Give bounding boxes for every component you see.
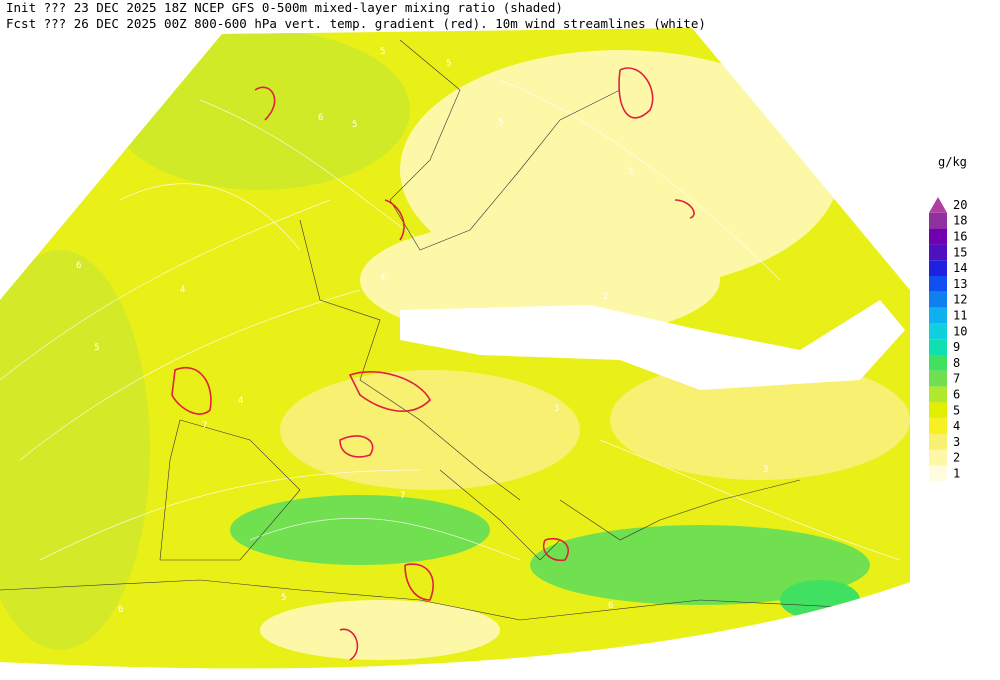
legend-swatch xyxy=(929,370,947,387)
legend-swatch xyxy=(929,276,947,292)
contour-label: 2 xyxy=(603,292,608,302)
legend-label: 1 xyxy=(953,467,960,481)
contour-label: 5 xyxy=(380,47,385,57)
contour-labels: 5 5 6 5 4 3 2 4 6 5 7 4 5 3 6 7 5 6 3 2 xyxy=(76,47,847,615)
contour-label: 4 xyxy=(180,285,185,295)
legend-label: 9 xyxy=(953,340,960,354)
contour-label: 5 xyxy=(446,59,451,69)
legend-swatch xyxy=(929,307,947,324)
field-patch xyxy=(280,370,580,490)
legend-swatch xyxy=(929,244,947,261)
legend-unit: g/kg xyxy=(938,155,967,169)
legend-swatch xyxy=(929,465,947,482)
coastlines xyxy=(0,39,901,621)
field-patch xyxy=(110,30,410,190)
moist-area xyxy=(530,525,870,605)
legend-label: 16 xyxy=(953,230,967,244)
contour-label: 6 xyxy=(608,601,613,611)
contour-label: 5 xyxy=(94,343,99,353)
moist-area xyxy=(780,580,860,620)
dry-area xyxy=(400,300,905,390)
streamlines xyxy=(0,79,901,561)
legend-swatch xyxy=(929,449,947,466)
legend-swatch xyxy=(929,291,947,308)
field-patch xyxy=(0,250,150,650)
legend-label: 5 xyxy=(953,403,960,417)
legend-label: 2 xyxy=(953,451,960,465)
temp-gradient-contours xyxy=(171,67,695,661)
legend-swatch xyxy=(929,212,947,229)
legend-swatch xyxy=(929,197,947,213)
legend-label: 12 xyxy=(953,293,967,307)
contour-label: 4 xyxy=(380,273,385,283)
legend-label: 15 xyxy=(953,245,967,259)
moist-area xyxy=(230,495,490,565)
header-line: Fcst ??? 26 DEC 2025 00Z 800-600 hPa ver… xyxy=(6,16,706,31)
contour-label: 3 xyxy=(554,404,559,414)
legend-label: 10 xyxy=(953,324,967,338)
contour-label: 3 xyxy=(628,167,633,177)
field-patch xyxy=(610,360,910,480)
legend-label: 11 xyxy=(953,309,967,323)
legend-swatch xyxy=(929,434,947,450)
contour-label: 6 xyxy=(118,605,123,615)
contour-label: 5 xyxy=(498,118,503,128)
legend-label: 7 xyxy=(953,372,960,386)
contour-label: 3 xyxy=(763,465,768,475)
legend-label: 8 xyxy=(953,356,960,370)
legend-swatch xyxy=(929,228,947,245)
legend-swatch xyxy=(929,386,947,403)
legend-label: 18 xyxy=(953,214,967,228)
legend-label: 4 xyxy=(953,419,960,433)
header-line: Init ??? 23 DEC 2025 18Z NCEP GFS 0-500m… xyxy=(6,0,563,15)
legend-swatch xyxy=(929,323,947,340)
legend-swatch xyxy=(929,402,947,419)
legend-swatch xyxy=(929,339,947,355)
legend-swatch xyxy=(929,355,947,371)
legend-label: 3 xyxy=(953,435,960,449)
contour-label: 5 xyxy=(352,120,357,130)
legend-label: 13 xyxy=(953,277,967,291)
contour-label: 7 xyxy=(202,421,207,431)
contour-label: 4 xyxy=(238,396,243,406)
legend-swatch xyxy=(929,418,947,434)
legend-label: 6 xyxy=(953,388,960,402)
contour-label: 2 xyxy=(842,347,847,357)
contour-label: 5 xyxy=(281,593,286,603)
contour-label: 6 xyxy=(76,261,81,271)
legend-label: 14 xyxy=(953,261,967,275)
field-patch xyxy=(260,600,500,660)
contour-label: 6 xyxy=(318,113,323,123)
legend-label: 20 xyxy=(953,198,967,212)
legend-swatch xyxy=(929,260,947,276)
contour-label: 7 xyxy=(400,491,405,501)
